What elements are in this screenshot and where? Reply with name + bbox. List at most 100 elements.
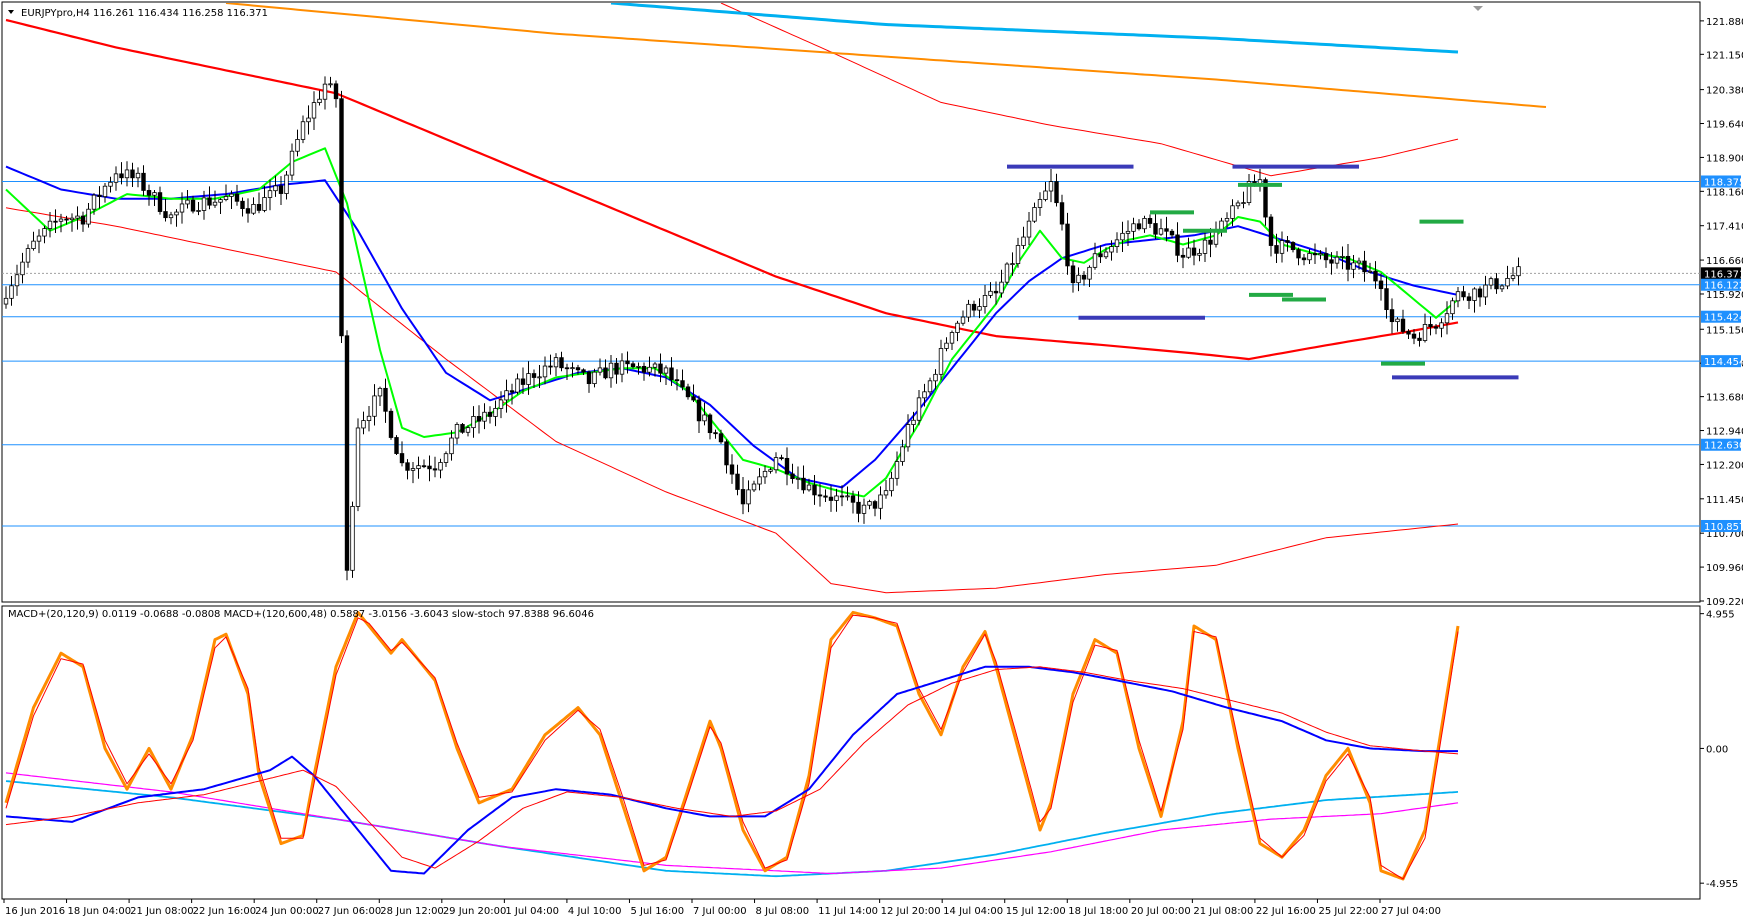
candle xyxy=(1351,254,1356,279)
candle xyxy=(1054,173,1059,207)
candle xyxy=(1114,232,1120,253)
candle xyxy=(806,478,812,492)
candle xyxy=(42,225,47,244)
candle xyxy=(119,162,124,185)
candle xyxy=(988,282,993,299)
candle xyxy=(812,475,817,505)
svg-text:115.424: 115.424 xyxy=(1704,313,1743,324)
candle xyxy=(691,384,696,402)
candle xyxy=(768,467,773,474)
candle xyxy=(36,229,42,254)
candle xyxy=(663,365,669,386)
candle xyxy=(487,406,493,424)
candle xyxy=(669,357,674,386)
candle xyxy=(1208,228,1213,258)
candle xyxy=(1158,218,1164,236)
candle xyxy=(504,379,509,413)
time-tick-label: 22 Jul 16:00 xyxy=(1256,906,1316,917)
collapse-arrow-icon[interactable] xyxy=(8,10,14,14)
candle xyxy=(196,202,201,216)
time-tick-label: 11 Jul 14:00 xyxy=(818,906,878,917)
candle xyxy=(1466,292,1472,310)
candle xyxy=(1043,181,1048,202)
candle xyxy=(795,466,801,490)
candle xyxy=(1505,265,1510,290)
indicator-tick-label: 4.955 xyxy=(1706,610,1735,621)
candle xyxy=(53,209,58,234)
candle xyxy=(1169,229,1175,239)
candle xyxy=(1307,249,1312,264)
candle xyxy=(344,330,350,581)
ma-line-envelope-lower xyxy=(5,207,1459,594)
candle xyxy=(410,461,416,484)
candle xyxy=(306,105,311,135)
main-pane-border xyxy=(1,1,1701,603)
candle xyxy=(179,192,185,224)
price-label: 112.630 xyxy=(1701,438,1743,452)
main-plot-area xyxy=(2,3,1700,594)
main-price-pane[interactable]: EURJPYpro,H4 116.261 116.434 116.258 116… xyxy=(1,1,1701,603)
candle xyxy=(1477,286,1483,307)
candle xyxy=(311,91,317,130)
candle xyxy=(883,479,889,499)
candle xyxy=(1378,273,1384,301)
time-tick-label: 25 Jul 22:00 xyxy=(1318,906,1378,917)
candle xyxy=(938,339,944,381)
price-tick-label: 115.920 xyxy=(1706,290,1743,301)
candle xyxy=(922,383,927,407)
candle xyxy=(630,361,636,369)
time-tick-label: 20 Jul 00:00 xyxy=(1131,906,1191,917)
candle xyxy=(746,480,751,513)
price-tick-label: 121.150 xyxy=(1706,50,1743,61)
candle xyxy=(366,406,372,432)
candle xyxy=(3,286,9,309)
price-label: 118.375 xyxy=(1701,175,1743,188)
candle xyxy=(278,176,284,206)
candle xyxy=(1136,219,1142,231)
candle xyxy=(674,369,680,391)
candle xyxy=(113,166,119,191)
candle xyxy=(75,206,80,230)
candle xyxy=(86,203,91,228)
candle xyxy=(1142,215,1147,233)
candle xyxy=(141,165,146,196)
candle xyxy=(542,356,548,385)
candle xyxy=(856,491,861,523)
candle xyxy=(1422,313,1428,343)
candle xyxy=(1433,324,1439,335)
candle xyxy=(1235,200,1241,210)
candle xyxy=(823,489,828,502)
candle xyxy=(1131,217,1136,240)
indicator-axis: 4.955 0.00 -4.955 xyxy=(1700,610,1738,890)
candle xyxy=(102,182,108,203)
candle xyxy=(201,190,207,220)
candle xyxy=(361,411,366,435)
candle xyxy=(564,363,570,380)
candle xyxy=(355,418,361,512)
candle xyxy=(168,211,174,225)
candle xyxy=(1488,276,1494,290)
candle xyxy=(476,405,482,434)
candle xyxy=(702,402,707,426)
candle xyxy=(570,362,575,378)
indicator-pane[interactable]: MACD+(20,120,9) 0.0119 -0.0688 -0.0808 M… xyxy=(1,605,1701,900)
indicator-tick-label: -4.955 xyxy=(1706,879,1738,890)
candle xyxy=(1230,199,1235,227)
candle xyxy=(834,488,839,512)
indicator-line-macd2-signal xyxy=(5,772,1459,875)
candle xyxy=(284,171,289,200)
candle xyxy=(966,299,971,322)
indicator-pane-border xyxy=(1,605,1701,900)
candle xyxy=(322,76,328,110)
candle xyxy=(911,411,916,433)
candle xyxy=(1428,316,1433,336)
candle xyxy=(163,198,168,222)
candle xyxy=(1098,245,1103,263)
candle xyxy=(174,209,179,227)
candle xyxy=(575,364,581,375)
candle xyxy=(614,358,619,384)
candle xyxy=(1285,236,1290,252)
candle xyxy=(548,354,553,375)
time-tick-label: 22 Jun 16:00 xyxy=(193,906,257,917)
candle xyxy=(740,477,746,515)
